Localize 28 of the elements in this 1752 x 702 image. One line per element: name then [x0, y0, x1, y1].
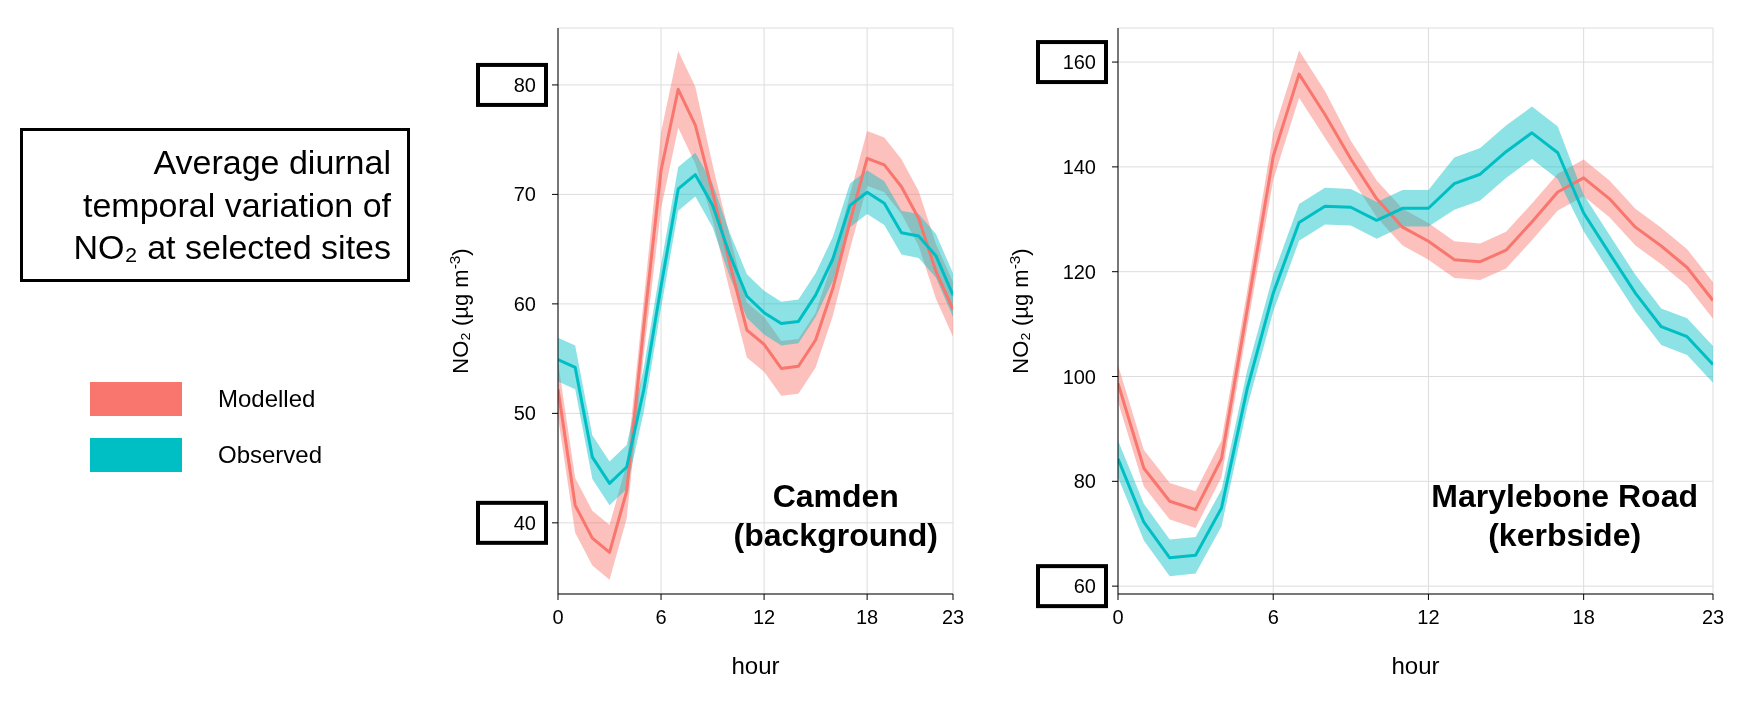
x-tick-label: 12 [752, 606, 776, 629]
x-tick-label: 12 [1417, 606, 1440, 629]
legend-label: Modelled [218, 384, 316, 413]
y-tick-label: 40 [513, 511, 536, 534]
legend-label: Observed [218, 440, 323, 469]
text: Average diurnal temporal variation of NO₂ at selected sites [73, 143, 391, 266]
x-axis-title: hour [1391, 652, 1440, 679]
annotation: Marylebone Road (kerbside) [1431, 477, 1698, 554]
y-tick-label: 140 [1062, 155, 1096, 178]
y-tick-label: 50 [513, 402, 536, 425]
y-tick-label: 60 [1073, 575, 1096, 598]
y-tick-label: 100 [1062, 365, 1096, 388]
annotation: Camden (background) [733, 477, 938, 554]
x-tick-label: 6 [1267, 606, 1279, 629]
y-tick-label: 160 [1062, 51, 1096, 74]
x-tick-label: 18 [1572, 606, 1595, 629]
x-tick-label: 18 [856, 606, 879, 629]
x-tick-label: 23 [1701, 606, 1725, 629]
y-tick-label: 80 [1073, 470, 1096, 493]
x-tick-label: 0 [1112, 606, 1124, 629]
x-tick-label: 23 [941, 606, 965, 629]
y-tick-label: 80 [513, 73, 536, 96]
x-tick-label: 0 [552, 606, 564, 629]
x-axis-title: hour [731, 652, 780, 679]
y-tick-label: 60 [513, 292, 536, 315]
y-tick-label: 120 [1062, 260, 1096, 283]
x-tick-label: 6 [655, 606, 667, 629]
y-tick-label: 70 [513, 183, 536, 206]
